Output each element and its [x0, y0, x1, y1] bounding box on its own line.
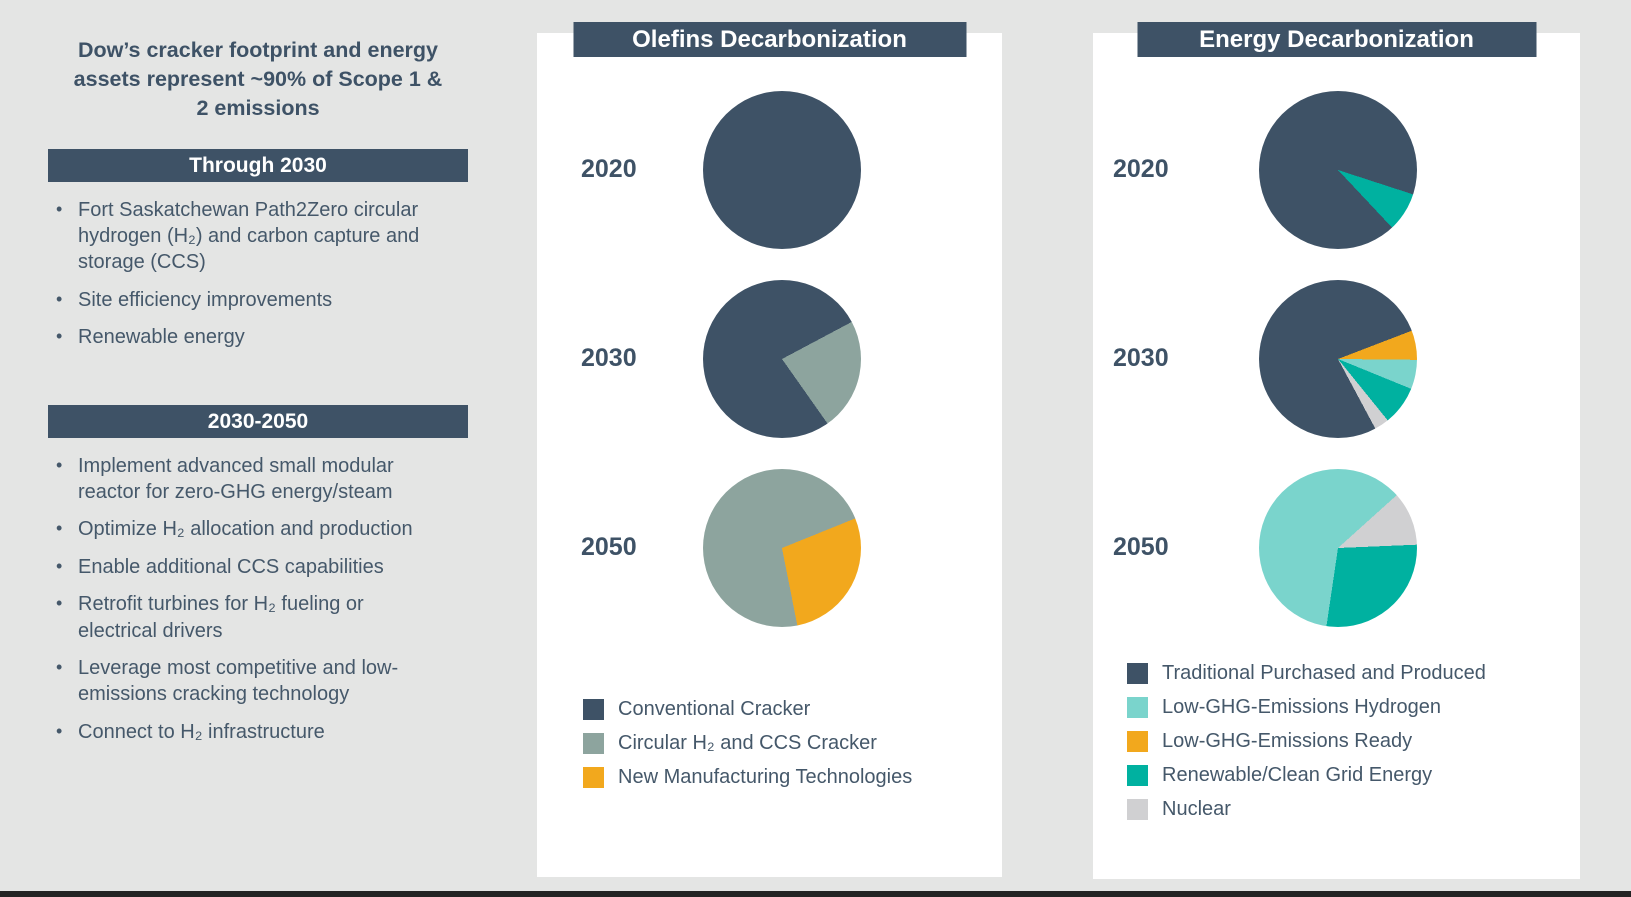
legend-item: Traditional Purchased and Produced	[1127, 662, 1486, 685]
bullet-text: Connect to H₂ infrastructure	[78, 720, 325, 743]
bullet-item: Retrofit turbines for H₂ fueling or elec…	[48, 591, 448, 644]
legend-label: Renewable/Clean Grid Energy	[1162, 764, 1433, 786]
legend-swatch	[1127, 697, 1148, 718]
year-label: 2050	[581, 533, 637, 561]
bullet-text: Retrofit turbines for H₂ fueling or elec…	[78, 593, 364, 642]
bullet-item: Implement advanced small modular reactor…	[48, 453, 448, 506]
pie-olefins-2030	[703, 279, 861, 438]
bullet-item: Renewable energy	[48, 324, 448, 350]
section-heading-through-2030: Through 2030	[48, 148, 468, 182]
bullet-text: Optimize H₂ allocation and production	[78, 518, 413, 541]
pie-energy-2020	[1259, 90, 1417, 249]
legend-item: Low-GHG-Emissions Ready	[1127, 730, 1486, 753]
bullet-item: Connect to H₂ infrastructure	[48, 719, 448, 745]
bullet-item: Fort Saskatchewan Path2Zero circular hyd…	[48, 197, 448, 276]
legend-swatch	[583, 699, 604, 720]
pie-olefins-2020	[703, 90, 861, 249]
pie-row: 2030	[1093, 264, 1580, 453]
legend-item: New Manufacturing Technologies	[583, 766, 912, 789]
section-heading-2030-2050: 2030-2050	[48, 404, 468, 438]
pie-row: 2020	[1093, 75, 1580, 264]
legend-label: New Manufacturing Technologies	[618, 766, 913, 788]
legend-label: Low-GHG-Emissions Hydrogen	[1162, 696, 1441, 718]
bullet-text: Fort Saskatchewan Path2Zero circular hyd…	[78, 198, 420, 274]
legend-swatch	[1127, 663, 1148, 684]
pie-row: 2050	[1093, 453, 1580, 642]
bullet-item: Site efficiency improvements	[48, 287, 448, 313]
legend-item: Nuclear	[1127, 798, 1486, 821]
year-label: 2030	[1113, 344, 1169, 372]
olefins-pie-column: 2020 2030 2050	[537, 75, 1002, 642]
bullet-text: Leverage most competitive and low-emissi…	[78, 657, 399, 706]
pie-energy-2030	[1259, 279, 1417, 438]
legend-label: Low-GHG-Emissions Ready	[1162, 730, 1413, 752]
year-label: 2020	[1113, 155, 1169, 183]
olefins-decarbonization-card: Olefins Decarbonization 2020 2030 2050 C…	[537, 22, 1002, 877]
pie-olefins-2050	[703, 468, 861, 627]
legend-label: Circular H₂ and CCS Cracker	[618, 732, 877, 754]
legend-label: Conventional Cracker	[618, 698, 811, 720]
pie-energy-2050	[1259, 468, 1417, 627]
slide-title: Dow’s cracker footprint and energy asset…	[73, 38, 443, 121]
bullet-text: Implement advanced small modular reactor…	[78, 454, 394, 504]
legend-swatch	[583, 767, 604, 788]
pie-row: 2020	[537, 75, 1002, 264]
pie-row: 2050	[537, 453, 1002, 642]
energy-pie-column: 2020 2030 2050	[1093, 75, 1580, 642]
olefins-legend: Conventional Cracker Circular H₂ and CCS…	[583, 687, 912, 800]
year-label: 2020	[581, 155, 637, 183]
bullet-list-through-2030: Fort Saskatchewan Path2Zero circular hyd…	[48, 197, 468, 351]
bottom-bar	[0, 891, 1631, 897]
year-label: 2050	[1113, 533, 1169, 561]
bullet-list-2030-2050: Implement advanced small modular reactor…	[48, 453, 468, 746]
olefins-chart-title: Olefins Decarbonization	[573, 22, 966, 57]
legend-swatch	[1127, 731, 1148, 752]
legend-swatch	[1127, 799, 1148, 820]
legend-label: Nuclear	[1162, 798, 1231, 820]
bullet-text: Renewable energy	[78, 326, 245, 349]
legend-label: Traditional Purchased and Produced	[1162, 662, 1486, 684]
energy-chart-title: Energy Decarbonization	[1137, 22, 1536, 57]
legend-swatch	[583, 733, 604, 754]
bullet-text: Enable additional CCS capabilities	[78, 555, 384, 578]
bullet-item: Optimize H₂ allocation and production	[48, 516, 448, 542]
energy-decarbonization-card: Energy Decarbonization 2020 2030 2050 Tr…	[1093, 22, 1580, 879]
legend-item: Circular H₂ and CCS Cracker	[583, 732, 912, 755]
legend-item: Renewable/Clean Grid Energy	[1127, 764, 1486, 787]
bullet-item: Leverage most competitive and low-emissi…	[48, 655, 448, 708]
bullet-text: Site efficiency improvements	[78, 288, 333, 311]
bullet-item: Enable additional CCS capabilities	[48, 554, 448, 580]
left-text-panel: Dow’s cracker footprint and energy asset…	[48, 36, 468, 756]
legend-item: Conventional Cracker	[583, 698, 912, 721]
pie-row: 2030	[537, 264, 1002, 453]
legend-swatch	[1127, 765, 1148, 786]
legend-item: Low-GHG-Emissions Hydrogen	[1127, 696, 1486, 719]
year-label: 2030	[581, 344, 637, 372]
energy-legend: Traditional Purchased and Produced Low-G…	[1127, 651, 1486, 832]
